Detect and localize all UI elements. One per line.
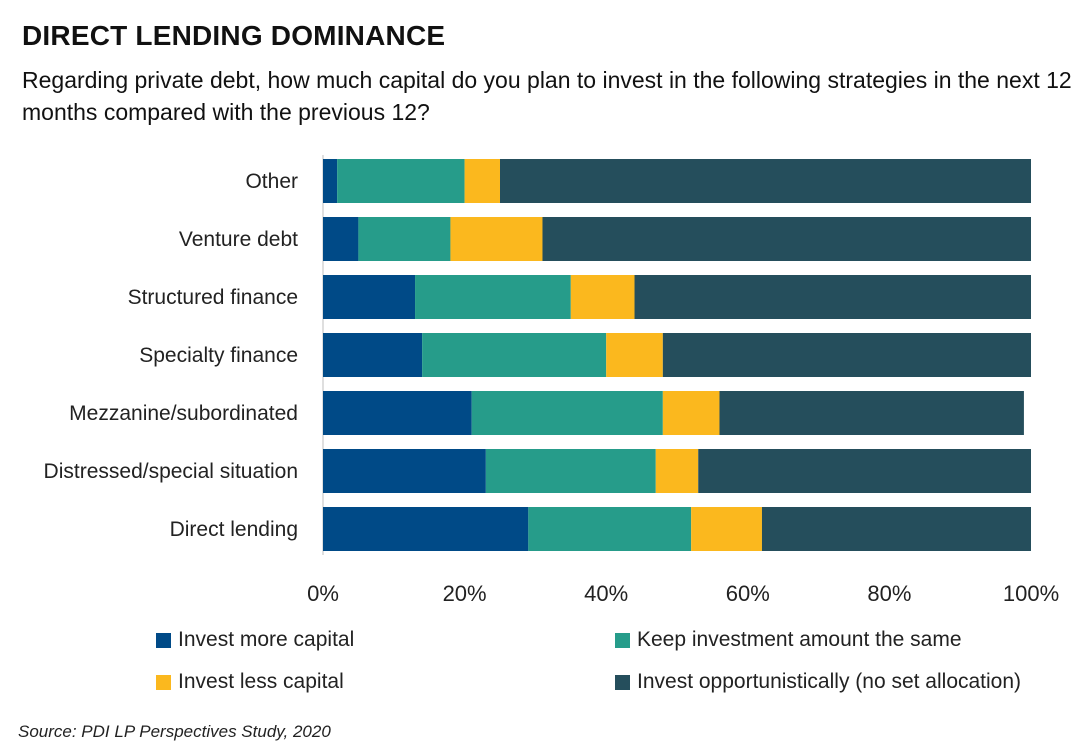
bar-segment <box>323 275 416 319</box>
chart-title: DIRECT LENDING DOMINANCE <box>22 20 446 51</box>
bar-segment <box>719 391 1024 435</box>
bar-segment <box>634 275 1031 319</box>
bar-segment <box>323 391 472 435</box>
category-label: Venture debt <box>179 228 298 251</box>
x-tick-label: 80% <box>867 581 911 606</box>
bar-segment <box>358 217 451 261</box>
chart-subtitle: Regarding private debt, how much capital… <box>22 67 1072 125</box>
bar-segment <box>464 159 500 203</box>
bar-segment <box>450 217 543 261</box>
bar-segment <box>542 217 1031 261</box>
bar-segment <box>337 159 465 203</box>
source-note: Source: PDI LP Perspectives Study, 2020 <box>18 722 331 741</box>
bar-segment <box>662 391 720 435</box>
bar-segment <box>655 449 699 493</box>
x-tick-label: 20% <box>443 581 487 606</box>
bar-segment <box>415 275 571 319</box>
bar-segment <box>698 449 1031 493</box>
bar-segment <box>422 333 607 377</box>
x-tick-label: 60% <box>726 581 770 606</box>
category-label: Mezzanine/subordinated <box>69 402 298 425</box>
bar-segment <box>528 507 692 551</box>
bar-segment <box>471 391 663 435</box>
x-tick-label: 40% <box>584 581 628 606</box>
bar-segment <box>323 507 529 551</box>
bar-segment <box>323 333 423 377</box>
bar-segment <box>570 275 635 319</box>
bar-segment <box>761 507 1031 551</box>
category-label: Specialty finance <box>139 344 298 367</box>
bar-segment <box>323 449 486 493</box>
bar-segment <box>662 333 1031 377</box>
bar-segment <box>323 159 338 203</box>
bar-segment <box>500 159 1031 203</box>
bar-segment <box>485 449 656 493</box>
category-label: Other <box>245 170 298 193</box>
category-label: Direct lending <box>170 518 298 541</box>
x-tick-label: 0% <box>307 581 339 606</box>
bar-segment <box>323 217 359 261</box>
category-label: Distressed/special situation <box>44 460 298 483</box>
bar-segment <box>691 507 762 551</box>
category-label: Structured finance <box>128 286 298 309</box>
bar-segment <box>606 333 663 377</box>
x-tick-label: 100% <box>1003 581 1059 606</box>
